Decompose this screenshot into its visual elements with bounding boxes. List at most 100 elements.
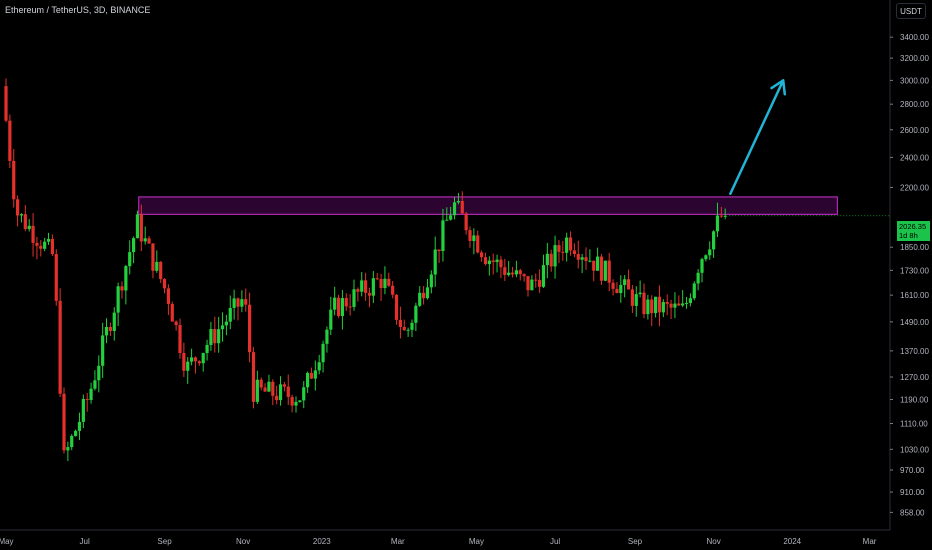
candle — [541, 254, 546, 288]
candle — [456, 192, 460, 205]
candle-body — [499, 259, 503, 268]
candle — [35, 236, 39, 260]
candle — [383, 266, 387, 295]
candle — [468, 226, 472, 248]
candle-body — [298, 400, 302, 402]
candle-body — [371, 278, 375, 296]
projection-arrow-shaft[interactable] — [729, 79, 785, 195]
candle — [232, 289, 236, 320]
candle — [596, 247, 600, 271]
candle — [46, 232, 51, 245]
candle-body — [182, 352, 186, 371]
candle — [553, 235, 557, 279]
candle-body — [700, 259, 704, 273]
candle — [557, 239, 561, 263]
candle — [499, 256, 503, 279]
candle-body — [592, 260, 596, 271]
candle — [302, 381, 306, 409]
candle-body — [336, 297, 341, 316]
candle-body — [217, 329, 221, 344]
candle-body — [441, 220, 445, 252]
time-tick-label: Nov — [706, 537, 720, 546]
candle — [480, 250, 484, 262]
candle-body — [309, 372, 314, 379]
candle-body — [623, 279, 627, 285]
candle — [630, 284, 634, 313]
candle — [634, 286, 638, 317]
candle-body — [510, 272, 515, 275]
candle — [422, 286, 426, 305]
candle — [452, 197, 457, 220]
candle — [155, 250, 159, 273]
candle — [391, 281, 395, 299]
price-tick-label: 1730.00 — [900, 266, 929, 275]
candle — [495, 254, 499, 273]
price-tick-label: 858.00 — [900, 508, 925, 517]
candle — [414, 302, 418, 331]
candle — [534, 273, 538, 288]
candle-body — [205, 344, 209, 354]
candle-body — [437, 249, 441, 252]
time-tick-label: Sep — [157, 537, 172, 546]
currency-button[interactable]: USDT — [896, 3, 926, 19]
candle-body — [712, 231, 716, 250]
candle-body — [418, 292, 422, 306]
candle-body — [66, 447, 70, 451]
candle — [174, 320, 178, 331]
candle-body — [611, 282, 615, 289]
candle-body — [429, 274, 433, 288]
candle-body — [151, 243, 155, 271]
candle — [8, 114, 12, 168]
candle-body — [422, 292, 426, 299]
time-tick-label: Mar — [863, 537, 877, 546]
candle — [135, 210, 140, 239]
candle — [425, 278, 430, 300]
candle-body — [27, 225, 31, 230]
candle-body — [561, 251, 565, 253]
time-tick-label: May — [469, 537, 484, 546]
candle — [704, 254, 708, 262]
candle — [132, 236, 136, 264]
candle — [491, 253, 495, 275]
candle — [313, 360, 317, 391]
candle — [603, 260, 607, 282]
candle — [592, 260, 596, 282]
price-tick-label: 1370.00 — [900, 347, 929, 356]
candle — [364, 272, 368, 301]
candle-body — [259, 379, 263, 388]
candle-body — [557, 245, 561, 252]
candle — [19, 213, 24, 223]
candle-body — [410, 322, 414, 330]
candle-body — [290, 396, 294, 406]
candle — [344, 293, 348, 311]
candle — [259, 377, 263, 391]
candle — [507, 260, 511, 277]
resistance-zone[interactable] — [138, 196, 838, 215]
candle-body — [201, 353, 205, 364]
candle — [642, 283, 646, 319]
candle-body — [677, 303, 681, 306]
candle-body — [93, 380, 97, 389]
candle-body — [159, 261, 163, 280]
candle — [286, 374, 290, 405]
candle-body — [708, 249, 712, 256]
candle — [503, 258, 507, 281]
candle — [43, 237, 47, 252]
candle-body — [166, 288, 170, 304]
candle — [54, 249, 58, 306]
candle — [619, 275, 623, 303]
candle-body — [719, 215, 723, 217]
candle — [298, 400, 302, 403]
candle — [336, 294, 341, 318]
candle — [224, 314, 228, 336]
projection-arrow-head[interactable] — [770, 79, 787, 96]
candle-body — [599, 256, 604, 281]
price-tick-label: 3000.00 — [900, 76, 929, 85]
price-tick-label: 2800.00 — [900, 100, 929, 109]
candle-body — [584, 257, 588, 261]
candle — [201, 352, 205, 372]
candle-body — [673, 303, 677, 308]
candle — [719, 206, 723, 218]
candle-body — [696, 272, 700, 284]
